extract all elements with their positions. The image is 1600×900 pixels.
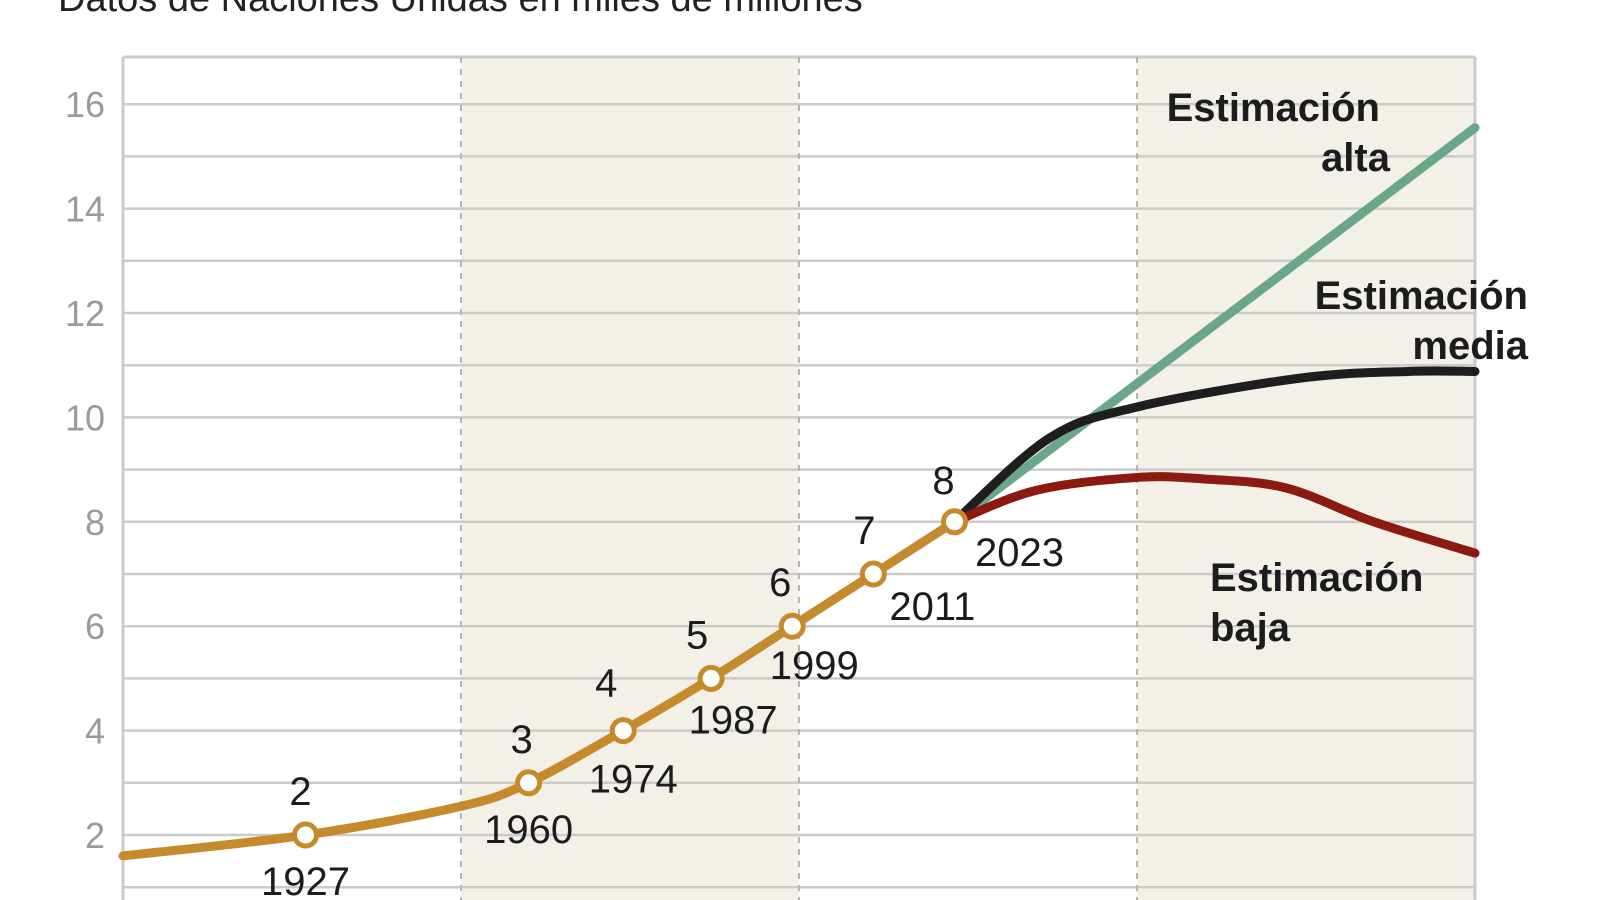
label-low-line2: baja [1210, 606, 1291, 650]
milestone-point [778, 612, 806, 640]
y-tick-label: 16 [65, 84, 105, 125]
label-high-line1: Estimación [1167, 86, 1380, 130]
milestone-year: 1987 [689, 698, 778, 742]
milestone-value: 7 [853, 509, 875, 553]
y-tick-label: 12 [65, 293, 105, 334]
series-line-low [949, 472, 1480, 558]
milestone-value: 4 [595, 662, 617, 706]
milestone-year: 2011 [889, 585, 975, 629]
milestone-value: 5 [686, 613, 708, 657]
y-tick-label: 4 [85, 711, 105, 752]
y-tick-label: 8 [85, 502, 105, 543]
label-medium-line1: Estimación [1315, 274, 1528, 318]
milestone-year: 1974 [589, 758, 678, 802]
milestone-year: 2023 [975, 531, 1064, 575]
y-tick-label: 2 [85, 815, 105, 856]
label-low-line1: Estimación [1210, 556, 1423, 600]
label-medium-line2: media [1412, 324, 1528, 368]
milestone-year: 1999 [770, 644, 859, 688]
milestone-year: 1960 [484, 808, 573, 852]
milestone-value: 3 [510, 718, 532, 762]
milestone-point [859, 560, 887, 588]
y-tick-label: 10 [65, 397, 105, 438]
series-line-high [949, 123, 1480, 527]
shaded-period [461, 57, 799, 900]
label-high-line2: alta [1321, 136, 1391, 180]
y-tick-label: 14 [65, 189, 105, 230]
milestone-value: 8 [932, 459, 954, 503]
milestone-point [609, 717, 637, 745]
series-line-medium [949, 366, 1480, 527]
milestone-point [292, 821, 320, 849]
milestone-value: 2 [289, 770, 311, 814]
milestone-point [515, 769, 543, 797]
chart-subtitle: Datos de Naciones Unidas en miles de mil… [58, 0, 863, 21]
milestone-point [940, 508, 968, 536]
milestone-value: 6 [769, 561, 791, 605]
milestone-year: 1927 [261, 860, 350, 900]
y-tick-label: 6 [85, 606, 105, 647]
milestone-point [697, 664, 725, 692]
